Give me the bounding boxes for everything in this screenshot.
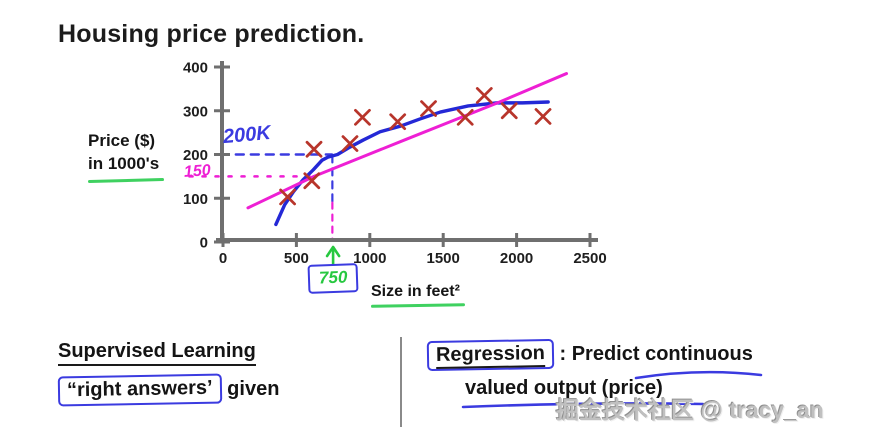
x-axis-label-text: Size in feet² bbox=[371, 283, 460, 300]
right-answers-hand-box: “right answers’ bbox=[57, 373, 222, 407]
regression-line1-rest: : Predict continuous bbox=[559, 343, 753, 365]
housing-price-chart: 0 100 200 300 400 0 500 1000 1500 2000 2500 bbox=[183, 60, 607, 270]
annotation-750-box: 750 bbox=[307, 263, 359, 294]
svg-text:2000: 2000 bbox=[500, 250, 533, 267]
right-answers-line: “right answers’ given bbox=[57, 373, 280, 407]
regression-line2: valued output (price) bbox=[465, 377, 663, 399]
svg-text:0: 0 bbox=[200, 235, 208, 252]
svg-text:500: 500 bbox=[284, 250, 309, 267]
note-regression: Regression : Predict continuous valued o… bbox=[426, 338, 753, 400]
x-axis-label: Size in feet² bbox=[370, 283, 466, 308]
page-title: Housing price prediction. bbox=[58, 20, 365, 48]
svg-text:0: 0 bbox=[219, 250, 227, 267]
svg-text:2500: 2500 bbox=[573, 250, 606, 267]
regression-keyword: Regression bbox=[435, 342, 546, 369]
y-axis-label: Price ($) in 1000's bbox=[87, 129, 165, 183]
regression-line1: Regression : Predict continuous bbox=[426, 338, 753, 372]
right-answers-rest: given bbox=[227, 378, 280, 400]
svg-text:300: 300 bbox=[183, 103, 208, 120]
watermark: 掘金技术社区 @ tracy_an bbox=[556, 397, 824, 423]
svg-text:100: 100 bbox=[183, 191, 208, 208]
svg-text:200: 200 bbox=[183, 147, 208, 164]
svg-text:400: 400 bbox=[183, 60, 208, 77]
svg-text:1000: 1000 bbox=[353, 250, 386, 267]
annotation-200k: 200K bbox=[222, 121, 272, 149]
vertical-divider bbox=[400, 337, 402, 427]
annotation-750-value: 750 bbox=[318, 267, 348, 288]
y-axis-label-line2: in 1000's bbox=[88, 154, 160, 173]
svg-text:1500: 1500 bbox=[427, 250, 460, 267]
supervised-learning-heading: Supervised Learning bbox=[58, 340, 256, 366]
note-supervised-learning: Supervised Learning “right answers’ give… bbox=[57, 340, 280, 407]
annotation-150: 150 bbox=[183, 162, 212, 181]
regression-hand-box: Regression bbox=[426, 338, 555, 372]
right-answers-quoted: “right answers’ bbox=[66, 376, 213, 402]
y-axis-label-line1: Price ($) bbox=[88, 131, 156, 150]
